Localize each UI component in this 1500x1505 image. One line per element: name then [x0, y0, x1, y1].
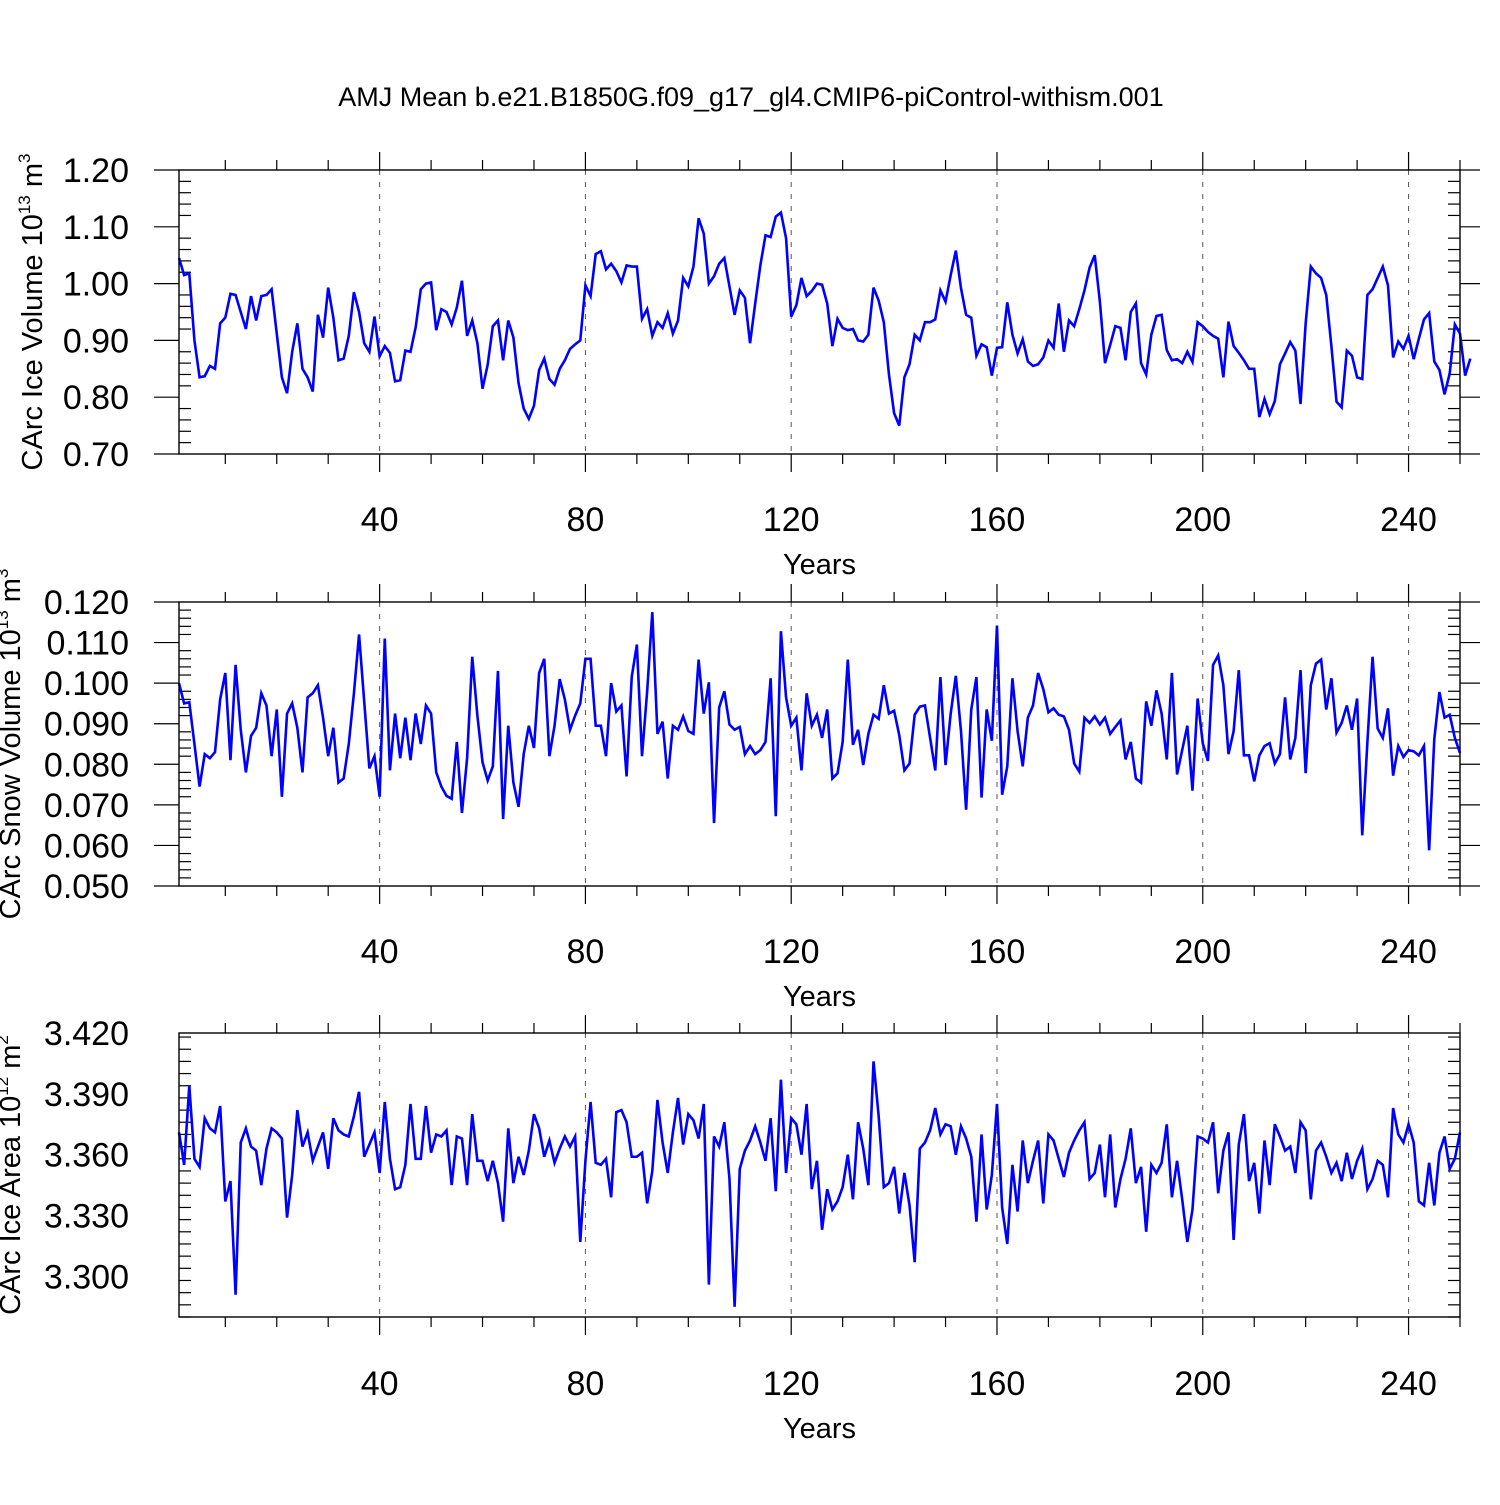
x-tick-label: 200	[1174, 1365, 1231, 1403]
y-axis-title-text: m	[0, 1045, 27, 1077]
x-tick-label: 40	[361, 933, 399, 971]
plot-frame	[178, 169, 1461, 455]
y-tick-label: 0.120	[44, 584, 129, 622]
chart-title: AMJ Mean b.e21.B1850G.f09_g17_gl4.CMIP6-…	[338, 82, 1163, 112]
y-axis-title-exponent: 12	[0, 1077, 12, 1096]
y-axis-title-text: CArc Snow Volume 10	[0, 629, 27, 919]
y-axis-title-text: m	[17, 163, 49, 195]
y-axis-title-exponent: 2	[0, 1035, 12, 1044]
y-tick-label: 1.00	[63, 266, 129, 304]
x-tick-label: 200	[1174, 933, 1231, 971]
y-axis-title-text: CArc Ice Volume 10	[17, 214, 49, 470]
y-tick-label: 0.90	[63, 322, 129, 360]
y-tick-label: 3.300	[44, 1258, 129, 1296]
plot-frame	[178, 601, 1461, 887]
x-axis-title: Years	[783, 981, 856, 1013]
series-line	[177, 612, 1462, 851]
y-axis-title-text: m	[0, 578, 27, 610]
x-tick-label: 240	[1380, 501, 1437, 539]
y-axis-title: CArc Snow Volume 1013 m3	[0, 569, 27, 920]
x-tick-label: 160	[969, 1365, 1026, 1403]
y-tick-label: 0.70	[63, 436, 129, 474]
y-tick-label: 1.10	[63, 209, 129, 247]
chart-panel-1: 0.70 0.80 0.90 1.00 1.10 1.20 40 80 120 160 200 240…	[15, 152, 1480, 581]
x-tick-label: 40	[361, 501, 399, 539]
y-tick-label: 0.050	[44, 868, 129, 906]
x-axis-title: Years	[783, 549, 856, 581]
x-tick-label: 160	[969, 501, 1026, 539]
x-tick-label: 240	[1380, 1365, 1437, 1403]
y-tick-label: 3.330	[44, 1198, 129, 1236]
y-axis-title-exponent: 13	[15, 195, 34, 214]
y-tick-label: 3.390	[44, 1076, 129, 1114]
y-tick-label: 0.070	[44, 787, 129, 825]
y-tick-label: 0.090	[44, 706, 129, 744]
y-axis-title-exponent: 3	[0, 569, 12, 578]
x-tick-label: 120	[763, 1365, 820, 1403]
y-tick-label: 1.20	[63, 152, 129, 190]
series-line	[177, 1061, 1462, 1307]
y-axis-title-exponent: 3	[15, 154, 34, 163]
y-tick-label: 0.80	[63, 379, 129, 417]
y-tick-label: 0.110	[46, 625, 129, 663]
y-axis-title-text: CArc Ice Area 10	[0, 1096, 27, 1315]
y-tick-label: 3.420	[44, 1015, 129, 1053]
series-line	[177, 210, 1472, 427]
x-tick-label: 160	[969, 933, 1026, 971]
x-tick-label: 240	[1380, 933, 1437, 971]
y-axis-title: CArc Ice Area 1012 m2	[0, 1035, 27, 1315]
y-tick-label: 3.360	[44, 1137, 129, 1175]
x-tick-label: 80	[567, 1365, 605, 1403]
x-tick-label: 120	[763, 501, 820, 539]
x-tick-label: 80	[567, 933, 605, 971]
x-tick-label: 200	[1174, 501, 1231, 539]
x-tick-label: 120	[763, 933, 820, 971]
y-tick-label: 0.100	[44, 665, 129, 703]
plot-frame	[178, 1032, 1461, 1318]
chart-panel-2: 0.0500.0600.0700.0800.0900.1000.1100.120…	[0, 569, 1480, 1013]
y-axis-title: CArc Ice Volume 1013 m3	[15, 154, 49, 471]
x-axis-title: Years	[783, 1413, 856, 1445]
chart-panel-3: 3.300 3.330 3.360 3.390 3.420 40 80 120 160 200 24…	[0, 1015, 1462, 1445]
x-tick-label: 40	[361, 1365, 399, 1403]
y-axis-title-exponent: 13	[0, 610, 12, 629]
y-tick-label: 0.060	[44, 827, 129, 865]
y-tick-label: 0.080	[44, 746, 129, 784]
x-tick-label: 80	[567, 501, 605, 539]
